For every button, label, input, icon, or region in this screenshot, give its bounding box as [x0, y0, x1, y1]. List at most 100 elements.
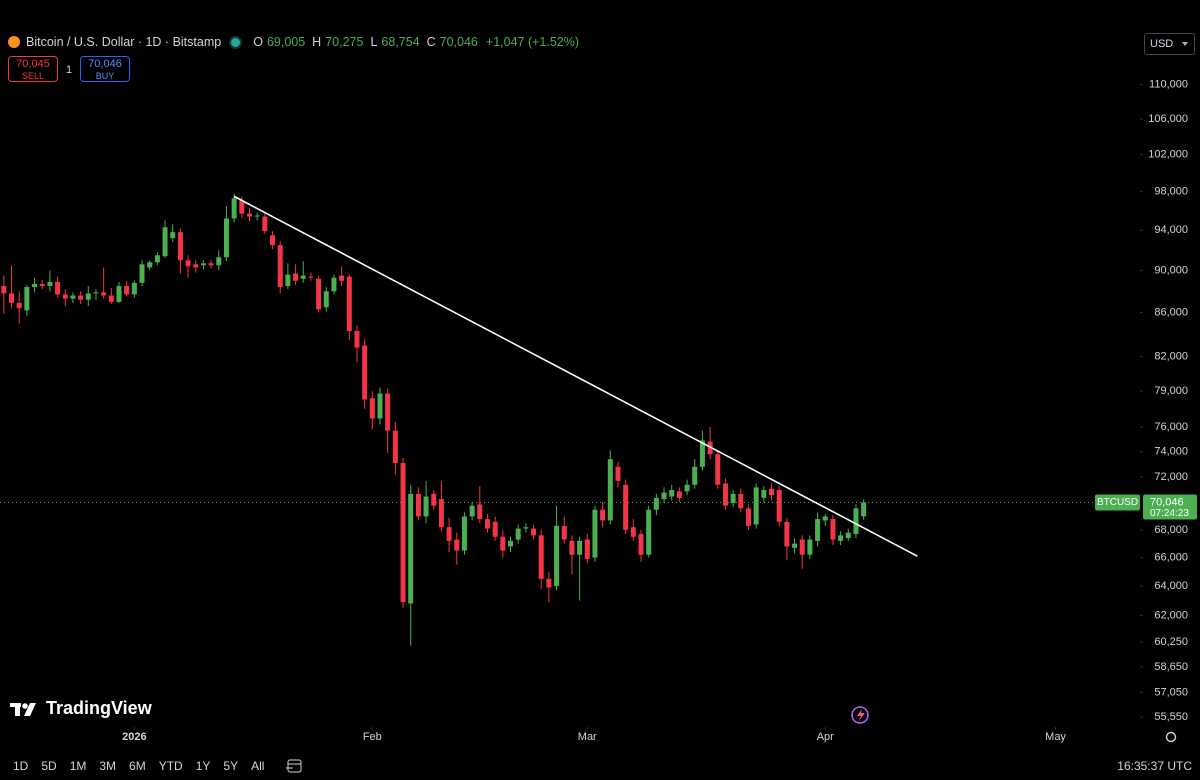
- candle-body: [546, 578, 552, 588]
- assistant-spark: [857, 709, 865, 722]
- candle-body: [454, 539, 460, 551]
- candle-body: [569, 540, 575, 555]
- candle-body: [661, 492, 667, 500]
- ohlc-value: 68,754: [381, 35, 420, 49]
- candle-body: [492, 521, 498, 537]
- brand-logo: [10, 702, 36, 716]
- candle-body: [438, 499, 444, 528]
- range-button[interactable]: 1Y: [195, 758, 211, 773]
- candle-body: [346, 276, 352, 332]
- range-button[interactable]: YTD: [158, 758, 183, 773]
- candle-body: [638, 534, 644, 555]
- candle-body: [477, 504, 483, 520]
- candle-body: [16, 302, 22, 309]
- range-button[interactable]: 5D: [41, 758, 57, 773]
- settings-icon: [1165, 731, 1177, 743]
- ohlc-key: O: [253, 35, 263, 49]
- candle-body: [738, 493, 744, 509]
- coin-icon: [8, 36, 20, 48]
- candle-body: [792, 543, 798, 548]
- symbol-title[interactable]: Bitcoin / U.S. Dollar · 1D · Bitstamp: [26, 35, 222, 49]
- candle-body: [254, 215, 260, 217]
- assistant-icon: [851, 706, 869, 724]
- candle-body: [208, 263, 214, 266]
- range-button[interactable]: 1D: [13, 758, 29, 773]
- sell-label: SELL: [21, 71, 45, 81]
- candle-body: [223, 218, 229, 258]
- candle-body: [24, 287, 30, 311]
- candle-body: [400, 462, 406, 603]
- candle-body: [623, 484, 629, 530]
- candle-body: [431, 493, 437, 506]
- trendline: [233, 195, 918, 557]
- currency-select[interactable]: USD: [1144, 33, 1195, 55]
- candle-body: [730, 493, 736, 504]
- y-tick-label: 86,000: [1154, 306, 1188, 318]
- candle-body: [600, 509, 606, 521]
- candle-body: [9, 293, 15, 303]
- buy-button[interactable]: 70,046 BUY: [80, 56, 130, 82]
- range-button[interactable]: 1M: [69, 758, 87, 773]
- candle-body: [308, 276, 314, 278]
- y-tick-label: 106,000: [1148, 113, 1188, 125]
- range-button[interactable]: 3M: [99, 758, 117, 773]
- y-tick-label: 57,050: [1154, 686, 1188, 698]
- candle-body: [415, 493, 421, 517]
- x-tick-label: Feb: [363, 731, 382, 743]
- brand-name: TradingView: [46, 698, 152, 718]
- candle-body: [116, 286, 122, 302]
- y-tick-label: 102,000: [1148, 149, 1188, 161]
- ohlc-value: 69,005: [266, 35, 306, 49]
- candle-body: [484, 519, 490, 529]
- candle-body: [592, 509, 598, 558]
- candle-body: [745, 508, 751, 526]
- symbol-tag-label: BTCUSD: [1097, 497, 1138, 508]
- candle-body: [131, 282, 137, 295]
- date-range-icon[interactable]: [286, 758, 304, 774]
- quantity[interactable]: 1: [66, 64, 73, 76]
- y-tick-label: 66,000: [1154, 551, 1188, 563]
- candle-body: [807, 539, 813, 555]
- candle-body: [461, 516, 467, 551]
- candle-body: [162, 227, 168, 257]
- candle-body: [32, 283, 38, 288]
- range-button[interactable]: All: [251, 758, 265, 773]
- y-tick-label: 64,000: [1154, 580, 1188, 592]
- candle-body: [377, 393, 383, 419]
- candle-body: [70, 295, 76, 299]
- clock: 16:35:37 UTC: [1117, 759, 1192, 773]
- candle-body: [185, 260, 191, 267]
- candle-body: [676, 491, 682, 498]
- candle-body: [699, 440, 705, 467]
- candle-body: [177, 232, 183, 261]
- ohlc-key: C: [426, 35, 436, 49]
- candle-body: [630, 527, 636, 537]
- countdown-label: 07:24:23: [1150, 508, 1189, 519]
- candle-body: [147, 262, 153, 268]
- sell-button[interactable]: 70,045 SELL: [8, 56, 58, 82]
- candle-body: [584, 539, 590, 559]
- change: +1,047 (+1.52%): [485, 35, 580, 49]
- range-button[interactable]: 6M: [129, 758, 146, 773]
- ohlc-key: L: [370, 35, 378, 49]
- candle-body: [561, 525, 567, 540]
- candle-body: [216, 257, 222, 266]
- candle-body: [684, 484, 690, 492]
- candle-body: [761, 489, 767, 498]
- buy-price: 70,046: [88, 58, 122, 70]
- candle-body: [93, 292, 99, 294]
- candle-body: [200, 263, 206, 266]
- candle-body: [646, 509, 652, 555]
- candle-body: [408, 493, 414, 604]
- y-tick-label: 55,550: [1154, 711, 1188, 723]
- y-tick-label: 74,000: [1154, 446, 1188, 458]
- y-tick-label: 58,650: [1154, 661, 1188, 673]
- candle-body: [385, 393, 391, 431]
- brand: TradingView: [10, 698, 152, 719]
- candle-body: [838, 535, 844, 541]
- candle-body: [508, 540, 514, 547]
- range-button[interactable]: 5Y: [223, 758, 239, 773]
- candle-body: [170, 232, 176, 239]
